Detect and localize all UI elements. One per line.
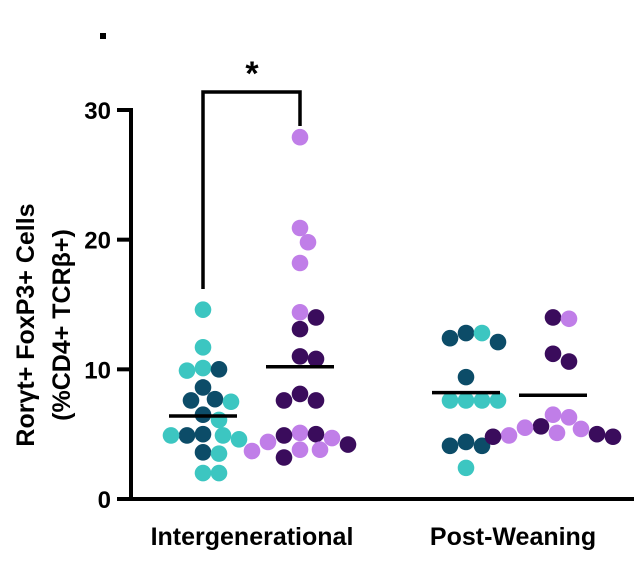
data-point (291, 128, 309, 146)
data-point (210, 464, 228, 482)
data-point (560, 409, 578, 426)
data-point (206, 390, 224, 408)
data-point (532, 418, 550, 435)
data-point (489, 392, 507, 409)
data-point (457, 368, 475, 386)
data-point (307, 425, 325, 443)
data-point (441, 392, 459, 409)
data-point (489, 333, 507, 351)
data-point (457, 459, 475, 477)
data-point (457, 433, 475, 451)
data-point (259, 433, 277, 451)
data-point (291, 219, 309, 237)
data-point (162, 427, 180, 444)
y-ticks: 0 10 20 30 (84, 98, 131, 514)
data-point (588, 425, 606, 443)
data-point (339, 436, 357, 453)
y-axis-title-line2: (%CD4+ TCRβ+) (48, 229, 76, 421)
y-tick-label: 0 (98, 487, 111, 514)
data-point (291, 254, 309, 272)
data-point (544, 406, 562, 424)
data-point (323, 429, 341, 447)
data-point (194, 444, 212, 461)
data-point (473, 392, 491, 409)
data-point (291, 320, 309, 338)
data-point (441, 437, 459, 455)
data-point (560, 353, 578, 370)
data-point (222, 393, 240, 411)
data-point (500, 427, 518, 444)
y-tick-label: 10 (84, 357, 111, 384)
data-point (194, 359, 212, 377)
data-point (548, 424, 566, 442)
y-axis-title-line1: Rorγt+ FoxP3+ Cells (12, 203, 40, 446)
data-point (210, 445, 228, 462)
data-point (516, 419, 534, 436)
category-label-post-weaning: Post-Weaning (430, 523, 596, 551)
data-point (194, 379, 212, 396)
panel-marker (100, 33, 106, 39)
data-point (457, 324, 475, 342)
data-point (291, 348, 309, 365)
mean-lines (169, 364, 587, 418)
data-point (275, 427, 293, 444)
data-point (210, 411, 228, 429)
data-point (307, 350, 325, 368)
category-label-intergenerational: Intergenerational (151, 523, 354, 551)
data-point (484, 428, 502, 446)
data-point (544, 345, 562, 363)
data-point (275, 392, 293, 409)
data-point (243, 442, 261, 460)
data-point (275, 449, 293, 466)
data-point (457, 392, 475, 409)
data-point (291, 303, 309, 321)
data-point (307, 309, 325, 326)
data-point (210, 361, 228, 378)
data-point (291, 385, 309, 403)
data-point (178, 362, 196, 379)
data-point (194, 425, 212, 443)
data-point (194, 301, 212, 318)
y-tick-label: 30 (84, 98, 111, 125)
data-point (473, 324, 491, 342)
data-points (162, 128, 622, 482)
y-axis-title: Rorγt+ FoxP3+ Cells (%CD4+ TCRβ+) (12, 203, 76, 446)
significance-star: * (245, 55, 259, 93)
data-point (441, 329, 459, 347)
data-point (311, 441, 329, 459)
data-point (291, 424, 309, 442)
data-point (214, 427, 232, 444)
y-tick-label: 20 (84, 228, 111, 255)
data-point (544, 309, 562, 326)
data-point (194, 464, 212, 482)
data-point (307, 392, 325, 409)
data-point (604, 428, 622, 446)
data-point (291, 441, 309, 459)
data-point (230, 431, 248, 448)
data-point (178, 427, 196, 444)
data-point (560, 310, 578, 328)
data-point (572, 420, 590, 438)
significance-bracket (201, 90, 302, 289)
data-point (299, 233, 317, 251)
data-point (194, 338, 212, 356)
data-point (473, 437, 491, 455)
data-point (182, 392, 200, 409)
